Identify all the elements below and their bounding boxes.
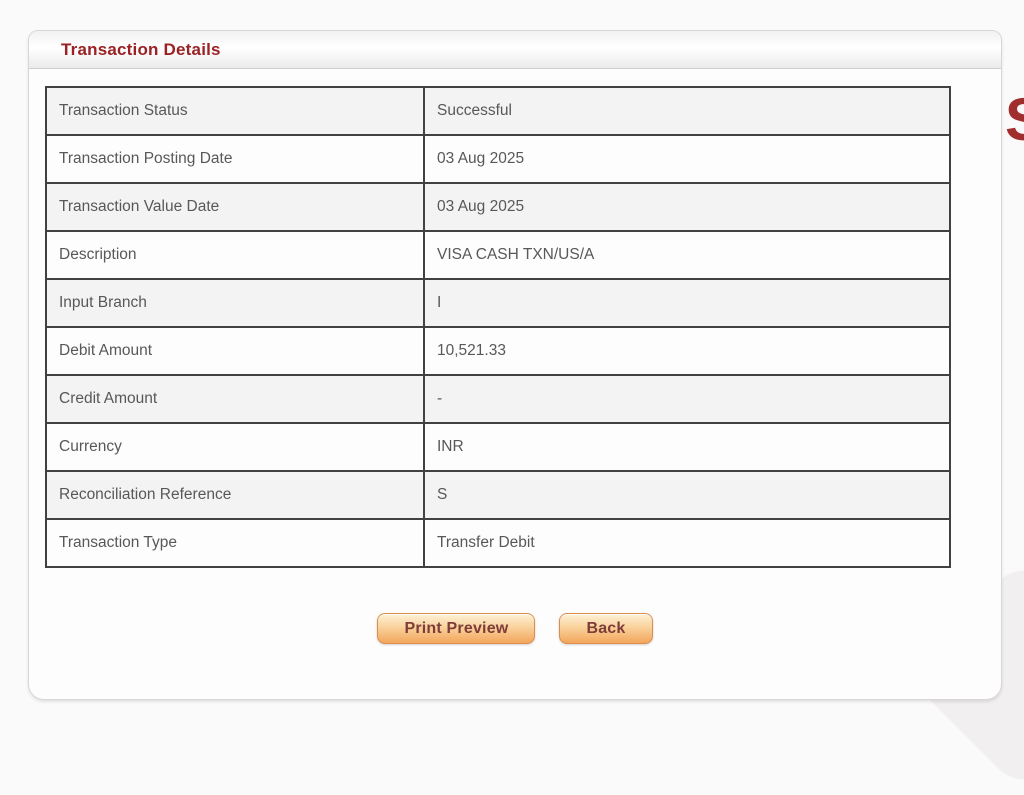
table-row: Transaction Posting Date 03 Aug 2025 <box>45 134 951 184</box>
table-row: Transaction Status Successful <box>45 86 951 136</box>
row-value: 03 Aug 2025 <box>423 134 951 184</box>
row-label: Transaction Value Date <box>45 182 425 232</box>
row-value: Successful <box>423 86 951 136</box>
action-button-row: Print Preview Back <box>29 613 1001 644</box>
table-row: Currency INR <box>45 422 951 472</box>
row-value: I <box>423 278 951 328</box>
table-row: Debit Amount 10,521.33 <box>45 326 951 376</box>
row-label: Description <box>45 230 425 280</box>
row-label: Debit Amount <box>45 326 425 376</box>
table-row: Credit Amount - <box>45 374 951 424</box>
row-value: VISA CASH TXN/US/A <box>423 230 951 280</box>
row-label: Reconciliation Reference <box>45 470 425 520</box>
print-preview-button[interactable]: Print Preview <box>377 613 536 644</box>
table-row: Transaction Value Date 03 Aug 2025 <box>45 182 951 232</box>
row-label: Transaction Posting Date <box>45 134 425 184</box>
transaction-details-table: Transaction Status Successful Transactio… <box>45 86 951 568</box>
row-value: S <box>423 470 951 520</box>
clipped-red-letter-watermark: S <box>1005 90 1024 150</box>
table-row: Transaction Type Transfer Debit <box>45 518 951 568</box>
row-value: - <box>423 374 951 424</box>
row-label: Input Branch <box>45 278 425 328</box>
back-button[interactable]: Back <box>559 613 653 644</box>
row-label: Transaction Status <box>45 86 425 136</box>
row-label: Transaction Type <box>45 518 425 568</box>
row-label: Currency <box>45 422 425 472</box>
row-value: 10,521.33 <box>423 326 951 376</box>
transaction-details-rows: Transaction Status Successful Transactio… <box>45 86 951 568</box>
table-row: Input Branch I <box>45 278 951 328</box>
row-value: Transfer Debit <box>423 518 951 568</box>
row-value: 03 Aug 2025 <box>423 182 951 232</box>
table-row: Reconciliation Reference S <box>45 470 951 520</box>
row-label: Credit Amount <box>45 374 425 424</box>
row-value: INR <box>423 422 951 472</box>
panel-header: Transaction Details <box>29 31 1001 69</box>
page-title: Transaction Details <box>61 39 221 59</box>
table-row: Description VISA CASH TXN/US/A <box>45 230 951 280</box>
transaction-details-panel: Transaction Details Transaction Status S… <box>28 30 1002 700</box>
